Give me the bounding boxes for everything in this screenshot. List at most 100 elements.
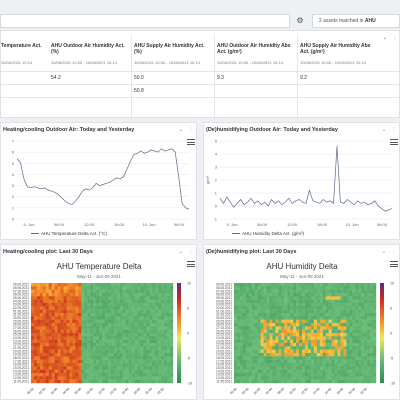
heatmap-cell xyxy=(254,366,258,370)
heatmap-cell xyxy=(78,343,82,347)
heatmap-cell xyxy=(81,306,85,310)
heatmap-cell xyxy=(102,326,106,330)
chart-legend[interactable]: AHU Temperature Delta Act. (°C) xyxy=(31,231,107,236)
heatmap-cell xyxy=(140,329,144,334)
heatmap-cell xyxy=(234,369,238,374)
heatmap-cell xyxy=(370,339,374,344)
heatmap-cell xyxy=(242,296,247,300)
heatmap-cell xyxy=(370,349,374,354)
menu-icon[interactable]: ⋮ xyxy=(392,35,398,41)
heatmap-cell xyxy=(325,363,329,367)
chart-legend[interactable]: AHU Humidity Delta Act. (g/m³) xyxy=(232,231,304,236)
heatmap-cell xyxy=(84,376,88,380)
menu-icon[interactable]: ⋮ xyxy=(391,127,397,133)
heatmap-cell xyxy=(361,316,365,320)
y-tick-label: 31.05.2021 xyxy=(13,313,29,317)
heatmap-cell xyxy=(293,309,297,314)
heatmap-cell xyxy=(313,343,318,347)
heatmap-cell xyxy=(281,329,285,334)
heatmap-cell xyxy=(234,303,238,307)
menu-icon[interactable]: ⋮ xyxy=(188,249,194,255)
heatmap-cell xyxy=(149,349,153,354)
heatmap-cell xyxy=(57,333,61,337)
heatmap-cell xyxy=(60,333,64,337)
gear-icon[interactable]: ⚙ xyxy=(296,16,304,25)
heatmap-cell xyxy=(263,329,267,334)
hamburger-icon[interactable] xyxy=(187,139,195,145)
heatmap-cell xyxy=(305,316,309,320)
heatmap-cell xyxy=(334,366,338,370)
y-tick-label: 03.06.2021 xyxy=(13,303,29,307)
heatmap-cell xyxy=(146,379,150,384)
heatmap-cell xyxy=(161,289,165,294)
heatmap-cell xyxy=(39,366,44,370)
chevron-down-icon[interactable]: ⌄ xyxy=(382,35,388,41)
heatmap-cell xyxy=(316,283,320,287)
heatmap-cell xyxy=(340,313,344,317)
chevron-down-icon[interactable]: ⌄ xyxy=(381,249,387,255)
heatmap-cell xyxy=(81,373,85,377)
heatmap-cell xyxy=(104,326,109,330)
heatmap-cell xyxy=(149,299,153,304)
chevron-down-icon[interactable]: ⌄ xyxy=(178,127,184,133)
heatmap-cell xyxy=(370,346,374,350)
heatmap-cell xyxy=(349,306,353,310)
heatmap-cell xyxy=(140,373,144,377)
heatmap-cell xyxy=(140,346,144,350)
heatmap-cell xyxy=(370,283,374,287)
column-header[interactable]: AHU Supply Air Humidity Abs Act. (g/m³) xyxy=(300,43,371,55)
heatmap-cell xyxy=(137,336,141,340)
column-header[interactable]: AHU Outdoor Air Humidity Abs Act. (g/m³) xyxy=(217,43,291,55)
heatmap-cell xyxy=(131,336,135,340)
heatmap-cell xyxy=(116,339,120,344)
hamburger-icon[interactable] xyxy=(187,261,195,267)
heatmap-cell xyxy=(99,359,103,364)
heatmap-cell xyxy=(355,299,359,304)
column-header[interactable]: AHU Supply Air Humidity Act. (%) xyxy=(134,43,205,55)
filter-bar[interactable] xyxy=(0,14,290,28)
heatmap-cell xyxy=(248,346,252,350)
heatmap-cell xyxy=(42,323,46,327)
heatmap-cell xyxy=(90,316,94,320)
heatmap-cell xyxy=(131,356,135,360)
hamburger-icon[interactable] xyxy=(390,261,398,267)
heatmap-cell xyxy=(149,376,153,380)
heatmap-cell xyxy=(257,299,261,304)
heatmap-cell xyxy=(75,343,79,347)
heatmap-cell xyxy=(99,289,103,294)
column-header[interactable]: AHU Outdoor Air Humidity Act. (%) xyxy=(51,43,125,55)
heatmap-cell xyxy=(69,309,73,314)
heatmap-cell xyxy=(31,366,35,370)
heatmap-cell xyxy=(39,323,44,327)
heatmap-cell xyxy=(364,316,368,320)
heatmap-cell xyxy=(319,289,323,294)
chevron-down-icon[interactable]: ⌄ xyxy=(178,249,184,255)
heatmap-cell xyxy=(116,309,120,314)
heatmap-cell xyxy=(272,299,276,304)
heatmap-cell xyxy=(75,296,79,300)
heatmap-cell xyxy=(355,363,359,367)
heatmap-cell xyxy=(245,283,249,287)
heatmap-cell xyxy=(143,353,147,357)
heatmap-cell xyxy=(131,363,135,367)
y-tick-label: 18.05.2021 xyxy=(13,356,29,360)
heatmap-cell xyxy=(293,359,297,364)
heatmap-cell xyxy=(128,283,132,287)
heatmap-cell xyxy=(116,366,120,370)
heatmap-cell xyxy=(278,329,282,334)
heatmap-cell xyxy=(84,313,88,317)
heatmap-cell xyxy=(281,286,285,290)
chevron-down-icon[interactable]: ⌄ xyxy=(381,127,387,133)
heatmap-cell xyxy=(48,303,52,307)
heatmap-cell xyxy=(140,306,144,310)
y-tick-label: 08.06.2021 xyxy=(13,286,29,290)
hamburger-icon[interactable] xyxy=(390,139,398,145)
heatmap-cell xyxy=(245,316,249,320)
heatmap-cell xyxy=(149,319,153,324)
heatmap-cell xyxy=(305,293,309,297)
heatmap-cell xyxy=(290,376,294,380)
column-header[interactable]: Temperature Act. xyxy=(1,43,42,49)
heatmap-cell xyxy=(42,326,46,330)
menu-icon[interactable]: ⋮ xyxy=(188,127,194,133)
menu-icon[interactable]: ⋮ xyxy=(391,249,397,255)
